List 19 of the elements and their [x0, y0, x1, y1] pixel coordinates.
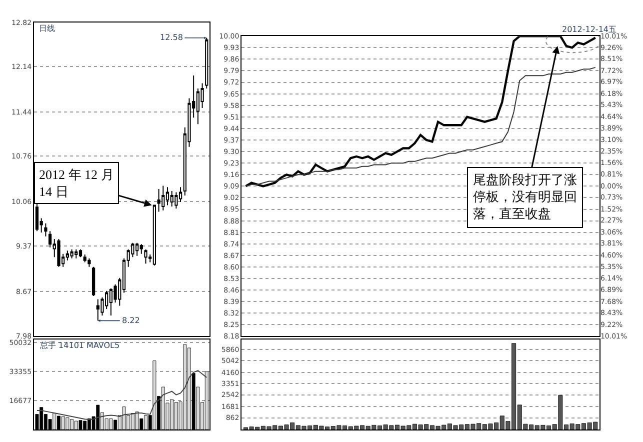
annotation: 尾盘阶段打开了涨停板，没有明显回落，直至收盘 — [473, 173, 577, 222]
chart-subtitle: 2012-12-14五 — [562, 25, 616, 34]
annotation: 2012 年 12 月 14 日 — [39, 167, 114, 199]
candlestick — [92, 266, 96, 297]
candlestick — [57, 238, 60, 268]
line-series — [245, 66, 596, 187]
candlestick — [78, 248, 82, 258]
line-series — [36, 370, 208, 420]
candlestick — [157, 188, 160, 212]
candlestick — [88, 258, 91, 268]
candlestick — [140, 244, 143, 254]
annotation: 12.58 — [160, 33, 183, 42]
candlestick — [144, 248, 148, 264]
candlestick — [70, 248, 74, 259]
chart-title: 日线 — [39, 24, 55, 33]
candlestick — [44, 222, 48, 237]
chart-title: 总手 14101 MAVOL5 — [39, 341, 120, 350]
annotation: 8.22 — [122, 316, 140, 325]
candlestick — [135, 242, 139, 256]
